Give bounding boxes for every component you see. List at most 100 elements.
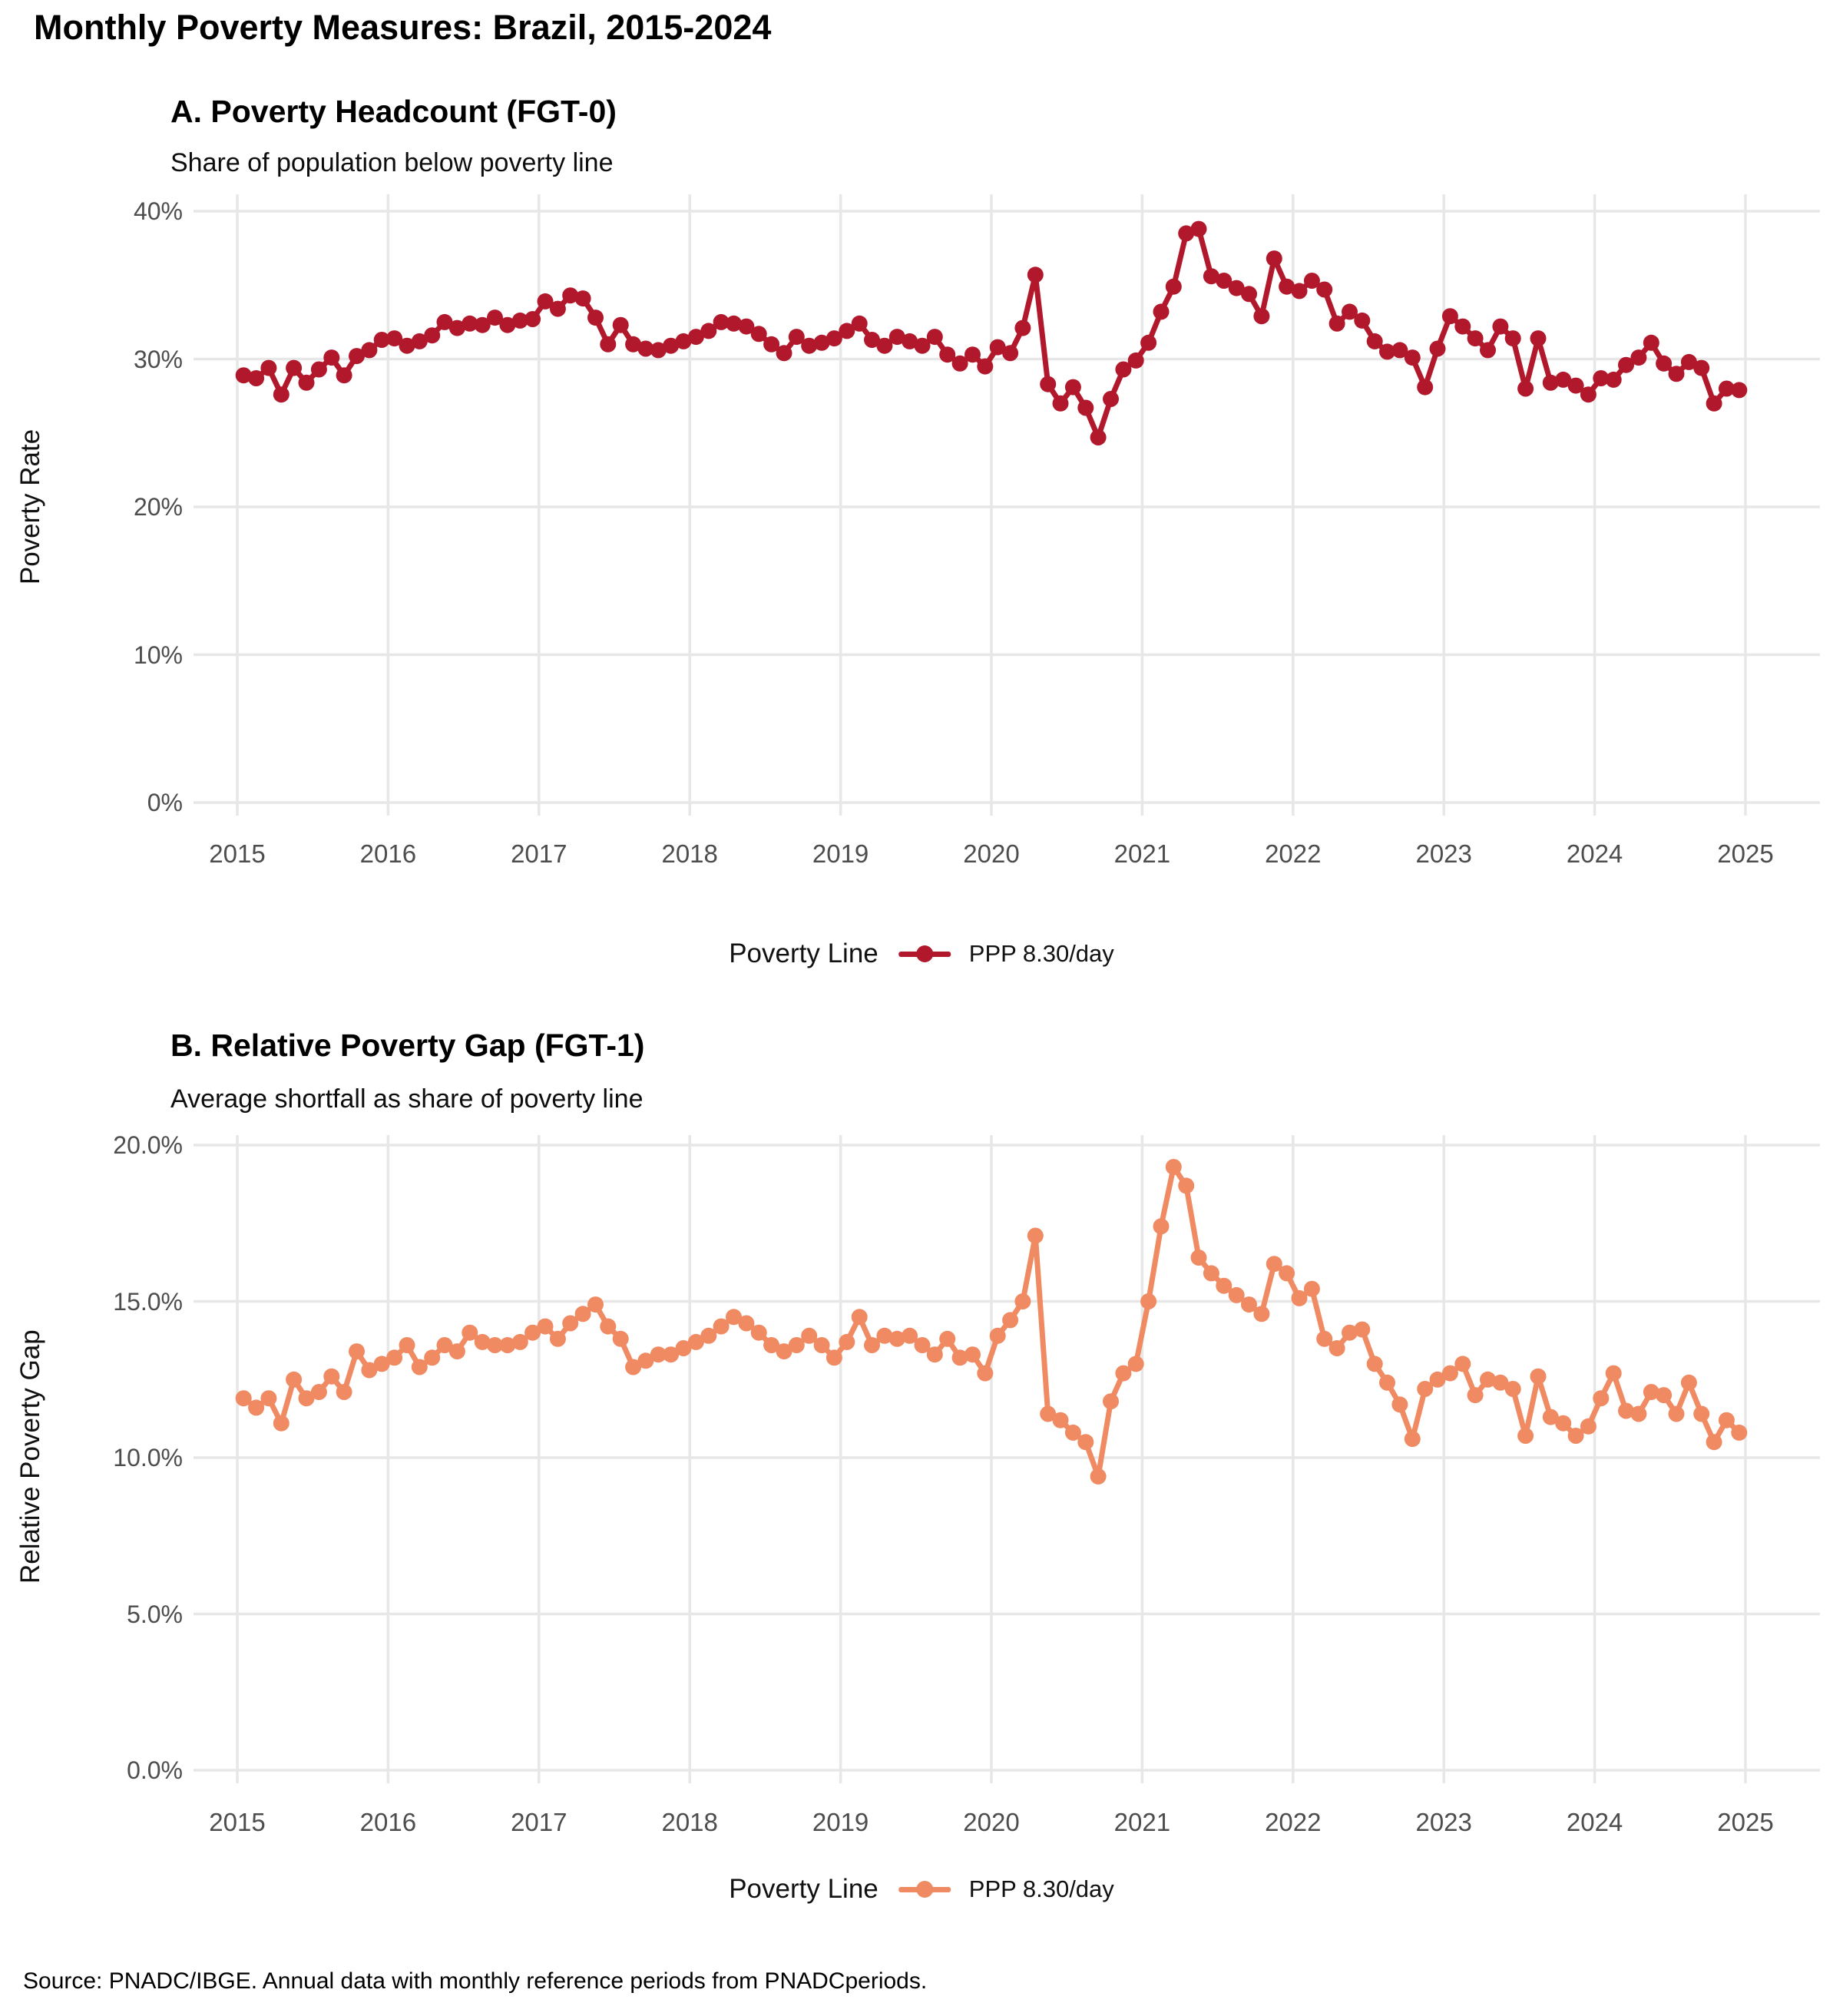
- data-point: [1441, 1365, 1458, 1382]
- data-point: [1391, 1396, 1408, 1413]
- data-point: [248, 370, 265, 386]
- data-point: [965, 346, 981, 363]
- data-point: [1542, 374, 1559, 391]
- data-point: [700, 1327, 717, 1344]
- data-point: [637, 1352, 654, 1369]
- panel-a-title: A. Poverty Headcount (FGT-0): [170, 94, 617, 129]
- data-point: [235, 1390, 252, 1407]
- data-point: [298, 374, 315, 391]
- x-tick-label: 2016: [359, 839, 417, 868]
- y-tick-label: 0%: [147, 789, 183, 816]
- panel-b-legend-title: Poverty Line: [729, 1874, 878, 1904]
- data-point: [1253, 1306, 1270, 1322]
- data-point: [1279, 278, 1295, 295]
- data-point: [1354, 312, 1371, 329]
- data-point: [1266, 1256, 1282, 1273]
- data-point: [1593, 370, 1610, 386]
- data-point: [750, 326, 767, 343]
- data-point: [1718, 380, 1735, 397]
- data-point: [1303, 1280, 1320, 1297]
- x-tick-label: 2025: [1717, 1808, 1774, 1836]
- red-line-point-legend-icon: [898, 944, 951, 964]
- data-point: [1303, 273, 1320, 289]
- data-point: [1429, 340, 1446, 357]
- data-point: [888, 1330, 905, 1347]
- data-point: [1580, 1418, 1596, 1435]
- data-point: [1731, 1424, 1748, 1441]
- data-point: [524, 1324, 541, 1341]
- data-point: [826, 330, 842, 347]
- data-point: [750, 1324, 767, 1341]
- data-point: [1618, 356, 1634, 373]
- data-point: [1643, 1384, 1659, 1400]
- x-tick-label: 2015: [209, 1808, 266, 1836]
- data-point: [474, 1333, 491, 1350]
- data-point: [1517, 1428, 1534, 1444]
- x-tick-label: 2016: [359, 1808, 417, 1836]
- data-point: [1316, 281, 1333, 298]
- data-point: [1127, 1356, 1144, 1372]
- data-point: [1090, 1468, 1107, 1485]
- data-point: [600, 336, 617, 353]
- data-point: [1103, 391, 1119, 407]
- data-point: [1014, 1293, 1031, 1309]
- x-tick-label: 2022: [1265, 1808, 1322, 1836]
- x-tick-label: 2018: [661, 1808, 718, 1836]
- data-point: [361, 342, 378, 359]
- data-point: [1379, 343, 1395, 360]
- data-point: [436, 313, 453, 330]
- data-point: [926, 329, 943, 346]
- data-point: [1203, 1265, 1219, 1282]
- data-point: [1002, 345, 1019, 362]
- data-point: [839, 323, 855, 339]
- data-point: [1504, 330, 1521, 347]
- data-point: [1718, 1412, 1735, 1428]
- data-point: [1291, 283, 1308, 300]
- data-point: [650, 342, 667, 359]
- data-point: [1567, 377, 1584, 394]
- data-point: [813, 334, 830, 351]
- data-point: [864, 1337, 880, 1353]
- source-note: Source: PNADC/IBGE. Annual data with mon…: [23, 1968, 928, 1994]
- x-tick-label: 2019: [812, 839, 869, 868]
- data-point: [511, 312, 528, 329]
- data-point: [1366, 1356, 1383, 1372]
- x-tick-label: 2023: [1415, 839, 1472, 868]
- data-point: [310, 1384, 327, 1400]
- x-tick-label: 2017: [511, 1808, 567, 1836]
- data-point: [386, 1349, 403, 1366]
- data-point: [235, 367, 252, 384]
- data-point: [977, 358, 994, 375]
- data-point: [1731, 382, 1748, 399]
- data-point: [1077, 1434, 1094, 1451]
- data-point: [1504, 1381, 1521, 1397]
- data-point: [487, 1337, 503, 1353]
- data-point: [1530, 330, 1547, 347]
- data-point: [1567, 1428, 1584, 1444]
- data-point: [801, 337, 818, 354]
- panel-b-legend-item-label: PPP 8.30/day: [968, 1875, 1114, 1902]
- data-point: [788, 329, 805, 346]
- data-point: [1153, 1218, 1170, 1235]
- data-point: [902, 1327, 918, 1344]
- data-point: [1417, 379, 1434, 396]
- data-point: [1040, 1405, 1057, 1422]
- data-point: [462, 1324, 478, 1341]
- data-point: [663, 337, 680, 354]
- data-point: [1404, 1431, 1421, 1448]
- data-point: [763, 1337, 780, 1353]
- panel-a-legend: Poverty Line PPP 8.30/day: [729, 938, 1114, 969]
- y-tick-label: 40%: [133, 197, 183, 225]
- data-point: [1165, 278, 1182, 295]
- x-tick-label: 2021: [1113, 839, 1171, 868]
- data-point: [524, 311, 541, 327]
- data-point: [462, 315, 478, 332]
- data-point: [1178, 225, 1195, 242]
- data-point: [1064, 1424, 1081, 1441]
- data-point: [1605, 371, 1622, 388]
- data-point: [1492, 1374, 1509, 1391]
- data-point: [323, 349, 340, 366]
- data-point: [1630, 1405, 1647, 1422]
- data-point: [1467, 330, 1484, 347]
- data-point: [1328, 1340, 1345, 1356]
